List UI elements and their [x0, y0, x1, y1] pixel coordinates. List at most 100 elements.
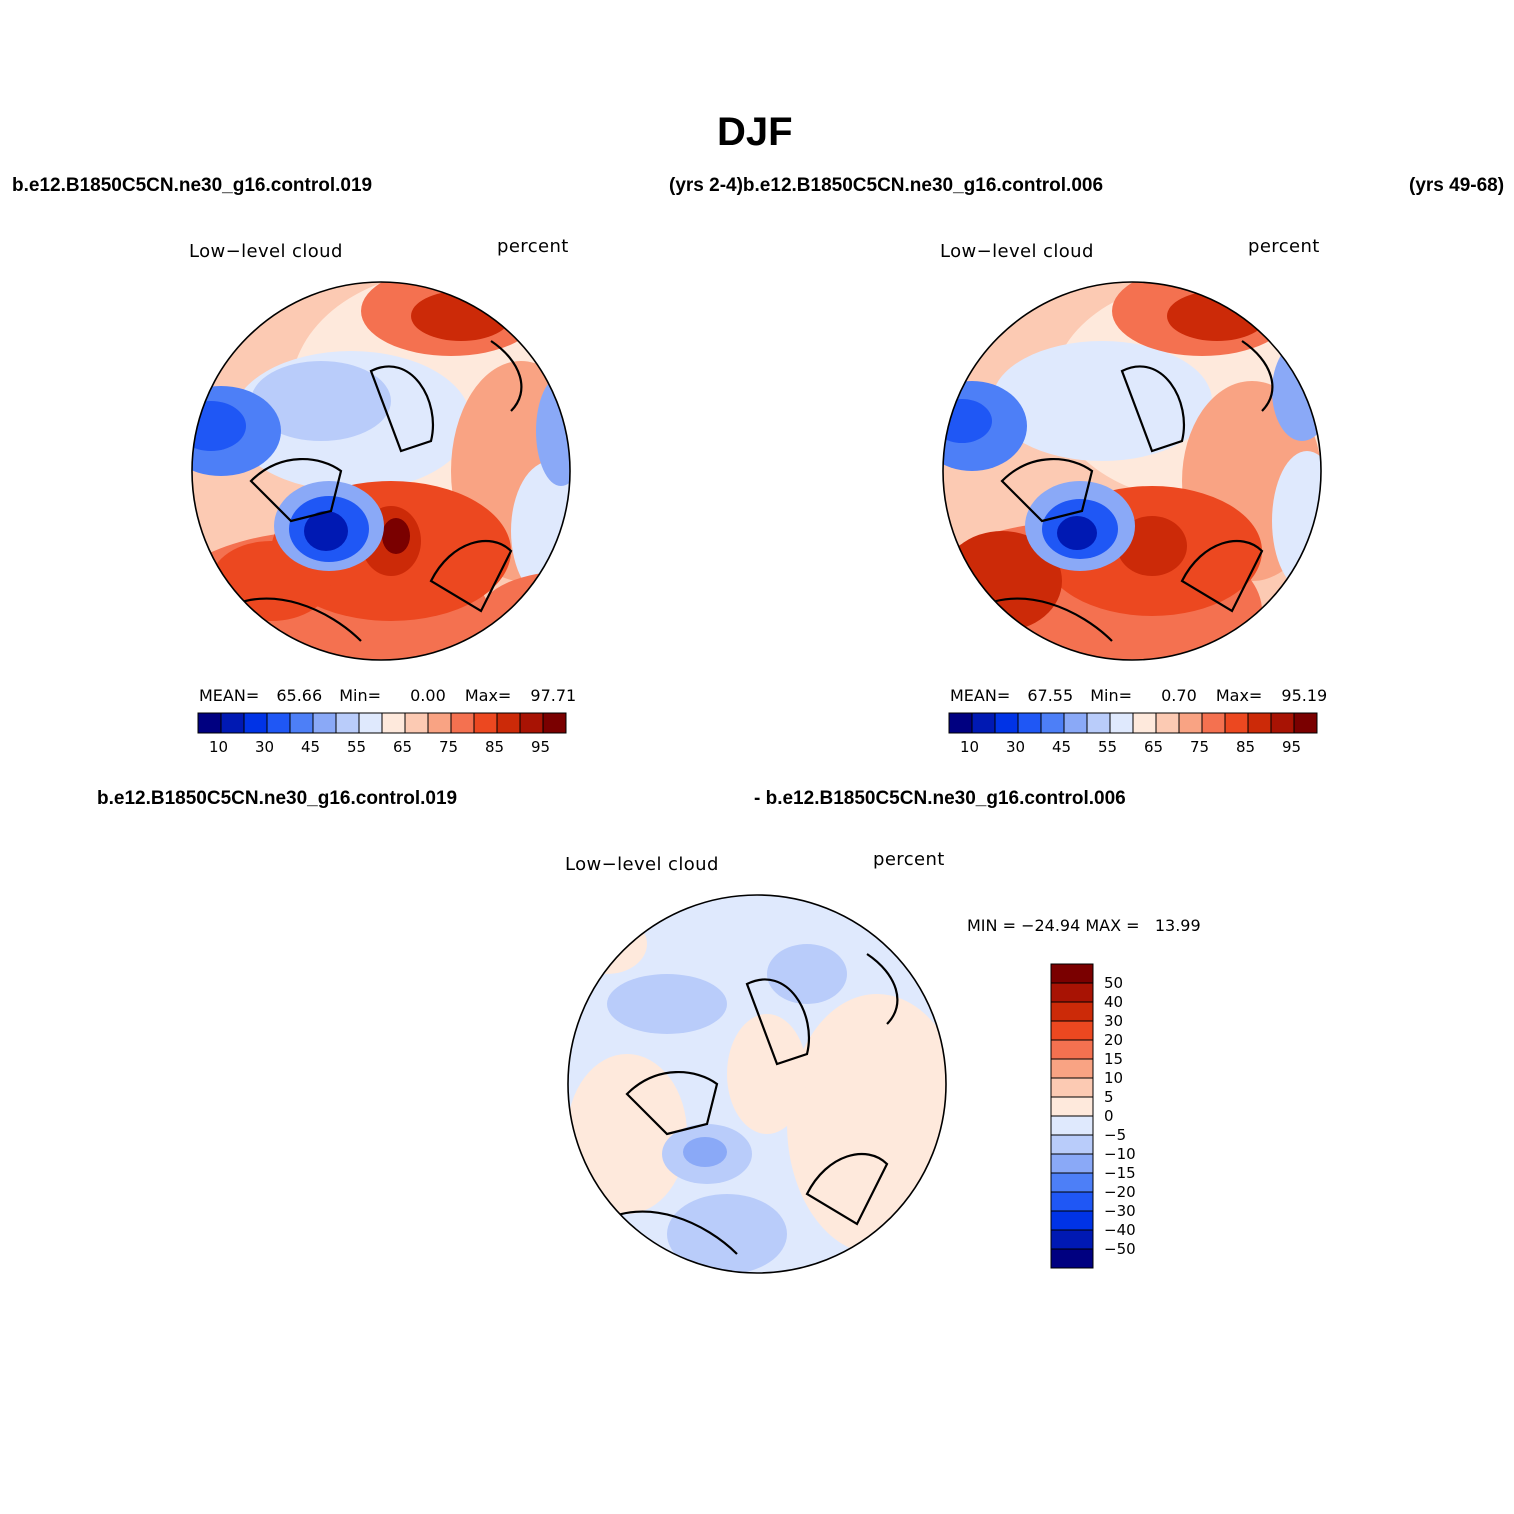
- panel3-colorbar-tick-label: −15: [1104, 1164, 1136, 1182]
- panel1-colorbar-tick-label: 95: [531, 738, 551, 756]
- panel1-colorbar-box: [358, 712, 383, 734]
- panel2-colorbar-box: [971, 712, 996, 734]
- case-label-top-middle: (yrs 2-4)b.e12.B1850C5CN.ne30_g16.contro…: [669, 175, 1104, 196]
- figure-title: DJF: [717, 110, 793, 154]
- panel3-colorbar-ticks: 50 40 30 20 15 10 5 0 −5 −10 −15 −20 −30 −40 −50: [1102, 963, 1162, 1269]
- panel3-colorbar-box: [1050, 1039, 1094, 1060]
- panel2-min-label: Min=: [1090, 686, 1133, 705]
- panel1-colorbar: [197, 712, 567, 734]
- panel2-min-value: 0.70: [1161, 686, 1197, 705]
- panel2-colorbar-tick-label: 10: [960, 738, 980, 756]
- panel3-colorbar-box: [1050, 982, 1094, 1003]
- panel3-colorbar-tick-label: 10: [1104, 1069, 1124, 1087]
- panel2-colorbar-box: [1086, 712, 1111, 734]
- panel1-max-value: 97.71: [530, 686, 577, 705]
- panel2-colorbar-box: [1063, 712, 1088, 734]
- panel3-colorbar-box: [1050, 1058, 1094, 1079]
- panel3-colorbar-box: [1050, 1172, 1094, 1193]
- panel1-colorbar-tick-label: 30: [255, 738, 275, 756]
- panel3-colorbar-box: [1050, 1001, 1094, 1022]
- panel3-colorbar-box: [1050, 1153, 1094, 1174]
- panel1-variable-label: Low−level cloud: [189, 241, 343, 262]
- panel2-colorbar-tick-label: 55: [1098, 738, 1118, 756]
- panel3-colorbar-box: [1050, 1229, 1094, 1250]
- panel2-colorbar-ticks: 10 30 45 55 65 75 85 95: [948, 738, 1318, 758]
- panel2-colorbar-box: [1040, 712, 1065, 734]
- panel2-colorbar-tick-label: 75: [1190, 738, 1210, 756]
- case-label-bottom-right: - b.e12.B1850C5CN.ne30_g16.control.006: [754, 788, 1126, 809]
- panel3-colorbar-tick-label: −10: [1104, 1145, 1136, 1163]
- panel3-colorbar-box: [1050, 1096, 1094, 1117]
- panel1-polar-map: [191, 281, 571, 661]
- panel3-colorbar-tick-label: 5: [1104, 1088, 1114, 1106]
- panel2-colorbar-box: [1178, 712, 1203, 734]
- panel3-colorbar-box: [1050, 1077, 1094, 1098]
- panel2-colorbar-box: [948, 712, 973, 734]
- panel1-colorbar-tick-label: 55: [347, 738, 367, 756]
- panel2-colorbar-box: [1224, 712, 1249, 734]
- panel1-colorbar-box: [519, 712, 544, 734]
- panel2-colorbar-box: [1017, 712, 1042, 734]
- panel3-colorbar-tick-label: 30: [1104, 1012, 1124, 1030]
- panel1-stats: MEAN= 65.66 Min= 0.00 Max= 97.71: [199, 686, 576, 705]
- panel2-colorbar: [948, 712, 1318, 734]
- panel2-colorbar-box: [1155, 712, 1180, 734]
- panel1-colorbar-tick-label: 85: [485, 738, 505, 756]
- panel1-min-label: Min=: [339, 686, 382, 705]
- panel1-colorbar-box: [220, 712, 245, 734]
- panel3-colorbar-tick-label: 40: [1104, 993, 1124, 1011]
- panel1-colorbar-tick-label: 75: [439, 738, 459, 756]
- case-label-top-left: b.e12.B1850C5CN.ne30_g16.control.019: [12, 175, 373, 196]
- case-label-bottom-left: b.e12.B1850C5CN.ne30_g16.control.019: [97, 788, 458, 809]
- panel2-mean-label: MEAN=: [950, 686, 1011, 705]
- panel2-colorbar-tick-label: 45: [1052, 738, 1072, 756]
- panel3-colorbar-box: [1050, 1191, 1094, 1212]
- panel1-units-label: percent: [497, 236, 569, 257]
- panel1-colorbar-box: [381, 712, 406, 734]
- panel2-colorbar-box: [1201, 712, 1226, 734]
- panel3-colorbar-tick-label: −5: [1104, 1126, 1127, 1144]
- panel3-units-label: percent: [873, 849, 945, 870]
- panel2-polar-map: [942, 281, 1322, 661]
- panel1-colorbar-box: [243, 712, 268, 734]
- panel2-colorbar-tick-label: 85: [1236, 738, 1256, 756]
- panel3-colorbar-tick-label: 15: [1104, 1050, 1124, 1068]
- panel3-colorbar-tick-label: 50: [1104, 974, 1124, 992]
- panel1-colorbar-tick-label: 65: [393, 738, 413, 756]
- panel2-max-value: 95.19: [1281, 686, 1328, 705]
- panel1-colorbar-tick-label: 10: [209, 738, 229, 756]
- panel3-variable-label: Low−level cloud: [565, 854, 719, 875]
- panel1-min-value: 0.00: [410, 686, 446, 705]
- panel2-colorbar-box: [1247, 712, 1272, 734]
- panel3-colorbar-tick-label: −20: [1104, 1183, 1136, 1201]
- panel3-colorbar-tick-label: −40: [1104, 1221, 1136, 1239]
- panel2-colorbar-box: [1109, 712, 1134, 734]
- panel1-colorbar-box: [197, 712, 222, 734]
- panel3-colorbar-tick-label: −50: [1104, 1240, 1136, 1258]
- panel3-colorbar-tick-label: 20: [1104, 1031, 1124, 1049]
- panel2-colorbar-tick-label: 65: [1144, 738, 1164, 756]
- panel3-colorbar-box: [1050, 963, 1094, 984]
- panel3-minmax: MIN = −24.94 MAX = 13.99: [967, 916, 1201, 935]
- panel1-mean-value: 65.66: [276, 686, 323, 705]
- panel2-stats: MEAN= 67.55 Min= 0.70 Max= 95.19: [950, 686, 1327, 705]
- panel2-colorbar-tick-label: 30: [1006, 738, 1026, 756]
- panel1-colorbar-box: [289, 712, 314, 734]
- panel1-max-label: Max=: [464, 686, 512, 705]
- panel2-colorbar-box: [1270, 712, 1295, 734]
- panel3-colorbar-tick-label: 0: [1104, 1107, 1114, 1125]
- panel2-max-label: Max=: [1215, 686, 1263, 705]
- panel1-colorbar-box: [496, 712, 521, 734]
- panel1-mean-label: MEAN=: [199, 686, 260, 705]
- panel1-colorbar-box: [404, 712, 429, 734]
- panel2-colorbar-box: [1293, 712, 1318, 734]
- panel3-colorbar-box: [1050, 1248, 1094, 1269]
- panel2-units-label: percent: [1248, 236, 1320, 257]
- panel2-mean-value: 67.55: [1027, 686, 1074, 705]
- panel1-colorbar-ticks: 10 30 45 55 65 75 85 95: [197, 738, 567, 758]
- panel3-colorbar-box: [1050, 1115, 1094, 1136]
- panel3-colorbar: [1050, 963, 1094, 1269]
- panel1-colorbar-box: [542, 712, 567, 734]
- panel2-colorbar-tick-label: 95: [1282, 738, 1302, 756]
- panel2-colorbar-box: [994, 712, 1019, 734]
